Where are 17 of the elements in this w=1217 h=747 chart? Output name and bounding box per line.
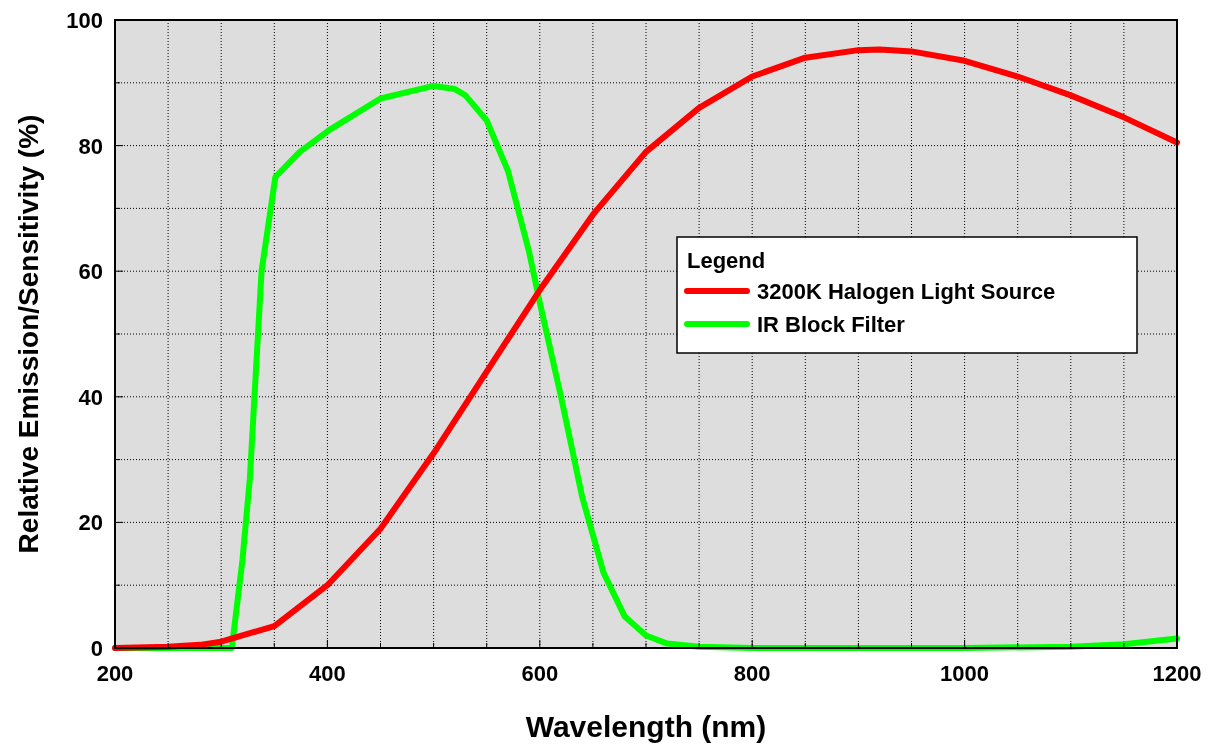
x-tick-label: 800 (733, 661, 771, 686)
legend-label: 3200K Halogen Light Source (757, 279, 1056, 304)
x-tick-label: 200 (96, 661, 134, 686)
x-tick-label: 1200 (1152, 661, 1202, 686)
y-tick-label: 60 (78, 259, 103, 285)
legend-title: Legend (687, 248, 766, 273)
x-tick-label: 1000 (940, 661, 990, 686)
y-tick-label: 80 (78, 133, 103, 159)
x-tick-label: 600 (521, 661, 559, 686)
x-tick-label: 400 (309, 661, 346, 686)
y-tick-label: 0 (90, 636, 103, 661)
y-tick-label: 20 (78, 510, 103, 536)
y-tick-label: 40 (78, 384, 103, 410)
y-axis-title: Relative Emission/Sensitivity (%) (13, 114, 44, 554)
legend-label: IR Block Filter (757, 312, 906, 337)
y-tick-label: 100 (66, 8, 103, 33)
x-axis-title: Wavelength (nm) (525, 710, 767, 743)
